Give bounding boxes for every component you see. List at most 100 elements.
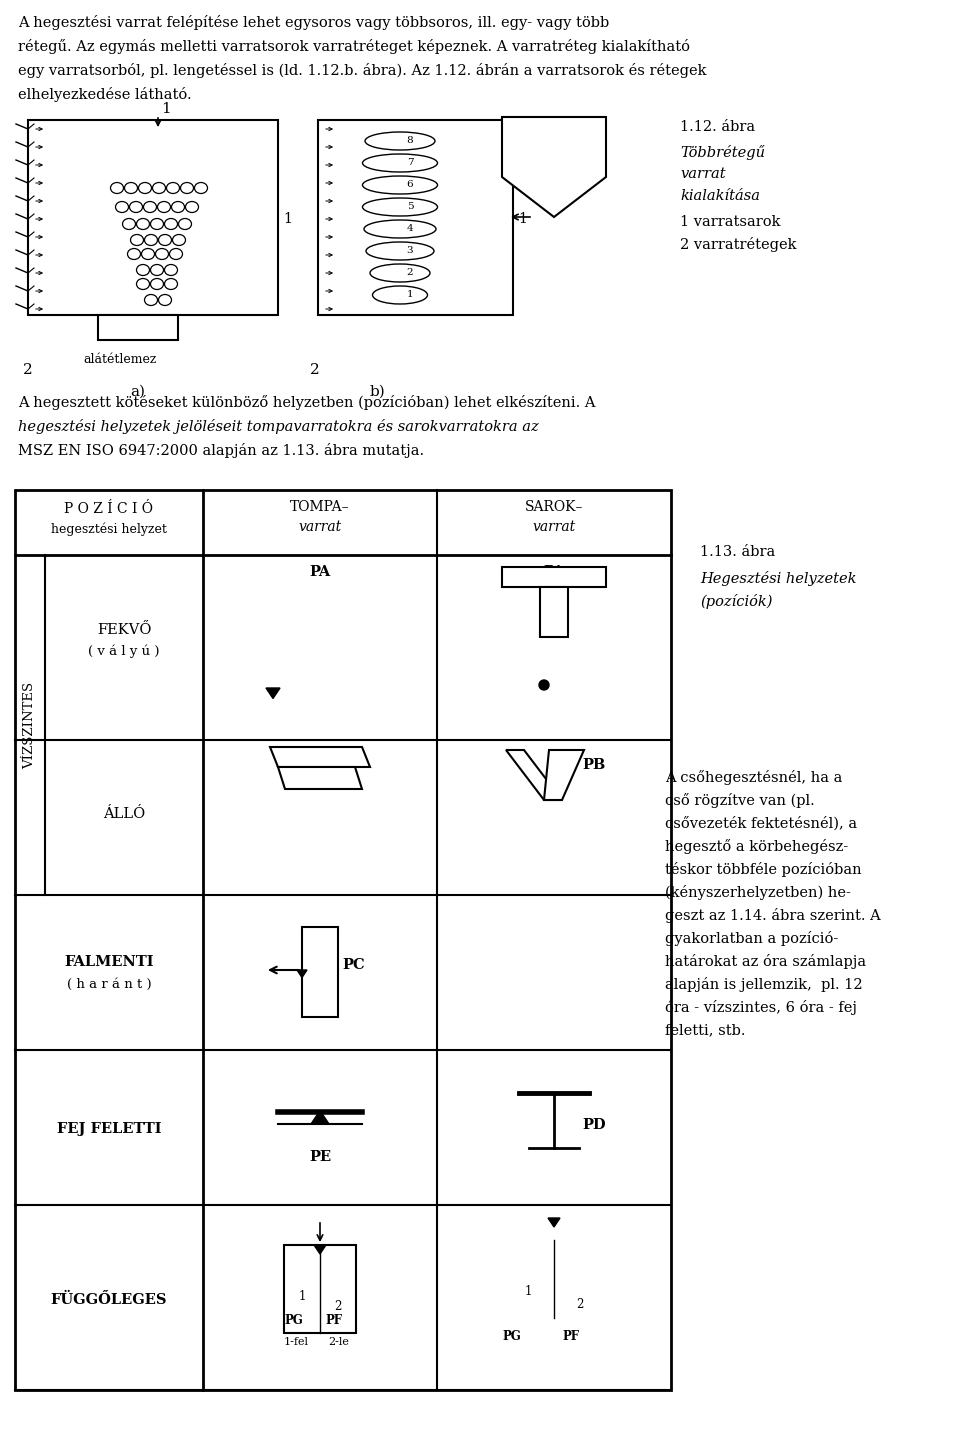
Ellipse shape [164, 264, 178, 276]
Ellipse shape [110, 182, 124, 194]
Bar [15, 489, 671, 1391]
Ellipse shape [138, 182, 152, 194]
Text: 1: 1 [299, 1290, 305, 1303]
Text: varrat: varrat [680, 166, 726, 181]
Polygon shape [502, 567, 606, 587]
Ellipse shape [151, 278, 163, 290]
Ellipse shape [136, 278, 150, 290]
Text: A hegesztett kötéseket különböző helyzetben (pozícióban) lehet elkészíteni. A: A hegesztett kötéseket különböző helyzet… [18, 395, 595, 410]
Bar [302, 927, 338, 1017]
Text: ( v á l y ú ): ( v á l y ú ) [88, 644, 159, 659]
Text: PF: PF [562, 1330, 579, 1343]
Bar [318, 121, 513, 316]
Text: PD: PD [582, 1118, 606, 1132]
Text: óra - vízszintes, 6 óra - fej: óra - vízszintes, 6 óra - fej [665, 1000, 857, 1015]
Text: FEKVŐ: FEKVŐ [97, 623, 152, 637]
Ellipse shape [365, 132, 435, 151]
Ellipse shape [151, 218, 163, 230]
Ellipse shape [370, 264, 430, 283]
Polygon shape [506, 751, 562, 799]
Text: 2: 2 [407, 268, 414, 277]
Ellipse shape [172, 201, 184, 212]
Text: PG: PG [502, 1330, 520, 1343]
Text: varrat: varrat [533, 519, 576, 534]
Ellipse shape [158, 294, 172, 306]
Polygon shape [270, 748, 370, 766]
Text: alapján is jellemzik,  pl. 12: alapján is jellemzik, pl. 12 [665, 977, 863, 992]
Ellipse shape [157, 201, 171, 212]
Text: 1: 1 [407, 290, 414, 298]
Text: 5: 5 [407, 202, 414, 211]
Polygon shape [297, 970, 307, 977]
Text: 1 varratsarok: 1 varratsarok [680, 215, 780, 230]
Text: 2: 2 [23, 363, 33, 377]
Text: feletti, stb.: feletti, stb. [665, 1023, 746, 1038]
Ellipse shape [115, 201, 129, 212]
Text: a): a) [130, 385, 145, 399]
Ellipse shape [166, 182, 180, 194]
Ellipse shape [151, 264, 163, 276]
Ellipse shape [156, 248, 169, 260]
Ellipse shape [363, 154, 438, 172]
Ellipse shape [185, 201, 199, 212]
Ellipse shape [128, 248, 140, 260]
Text: Többrétegű: Többrétegű [680, 145, 765, 159]
Text: ( h a r á n t ): ( h a r á n t ) [66, 977, 152, 990]
Text: hegesztő a körbehegész-: hegesztő a körbehegész- [665, 839, 849, 854]
Text: egy varratsorból, pl. lengetéssel is (ld. 1.12.b. ábra). Az 1.12. ábrán a varrat: egy varratsorból, pl. lengetéssel is (ld… [18, 63, 707, 77]
Text: 1.13. ábra: 1.13. ábra [700, 545, 776, 560]
Ellipse shape [173, 234, 185, 245]
Text: PB: PB [582, 758, 605, 772]
Text: PF: PF [325, 1314, 342, 1327]
Text: 7: 7 [407, 158, 414, 166]
Ellipse shape [164, 278, 178, 290]
Text: FEJ FELETTI: FEJ FELETTI [57, 1122, 161, 1137]
Text: gyakorlatban a pozíció-: gyakorlatban a pozíció- [665, 931, 838, 946]
Ellipse shape [164, 218, 178, 230]
Ellipse shape [143, 201, 156, 212]
Ellipse shape [153, 182, 165, 194]
Text: 6: 6 [407, 179, 414, 189]
Text: kialakítása: kialakítása [680, 189, 760, 202]
Polygon shape [266, 687, 280, 699]
Text: b): b) [370, 385, 386, 399]
Text: PE: PE [309, 1149, 331, 1164]
Ellipse shape [179, 218, 191, 230]
Text: 8: 8 [407, 136, 414, 145]
Text: PG: PG [284, 1314, 302, 1327]
Ellipse shape [136, 264, 150, 276]
Text: A hegesztési varrat felépítése lehet egysoros vagy többsoros, ill. egy- vagy töb: A hegesztési varrat felépítése lehet egy… [18, 14, 610, 30]
Text: A csőhegesztésnél, ha a: A csőhegesztésnél, ha a [665, 771, 842, 785]
Bar [28, 121, 278, 316]
Text: TOMPA–: TOMPA– [290, 499, 349, 514]
Polygon shape [278, 766, 362, 789]
Bar [98, 316, 178, 340]
Text: rétegű. Az egymás melletti varratsorok varratréteget képeznek. A varratréteg kia: rétegű. Az egymás melletti varratsorok v… [18, 39, 690, 55]
Text: 2: 2 [576, 1299, 584, 1312]
Text: 2 varratrétegek: 2 varratrétegek [680, 237, 797, 253]
Text: (kényszerhelyzetben) he-: (kényszerhelyzetben) he- [665, 885, 851, 900]
Ellipse shape [145, 294, 157, 306]
Text: cső rögzítve van (pl.: cső rögzítve van (pl. [665, 794, 815, 808]
Text: 1: 1 [518, 212, 527, 225]
Text: VÍZSZINTES: VÍZSZINTES [23, 682, 36, 769]
Text: (pozíciók): (pozíciók) [700, 594, 773, 608]
Ellipse shape [363, 198, 438, 217]
Ellipse shape [364, 220, 436, 238]
Text: 1: 1 [524, 1284, 532, 1299]
Text: elhelyezkedése látható.: elhelyezkedése látható. [18, 88, 192, 102]
Polygon shape [544, 751, 584, 799]
Polygon shape [311, 1111, 329, 1124]
Text: MSZ EN ISO 6947:2000 alapján az 1.13. ábra mutatja.: MSZ EN ISO 6947:2000 alapján az 1.13. áb… [18, 443, 424, 458]
Ellipse shape [131, 234, 143, 245]
Text: SAROK–: SAROK– [525, 499, 584, 514]
Text: 1-fel: 1-fel [284, 1337, 309, 1347]
Text: Hegesztési helyzetek: Hegesztési helyzetek [700, 571, 856, 585]
Text: 1: 1 [161, 102, 171, 116]
Text: geszt az 1.14. ábra szerint. A: geszt az 1.14. ábra szerint. A [665, 908, 880, 923]
Polygon shape [314, 1246, 326, 1254]
Ellipse shape [366, 243, 434, 260]
Text: 3: 3 [407, 245, 414, 255]
Text: 4: 4 [407, 224, 414, 232]
Ellipse shape [136, 218, 150, 230]
